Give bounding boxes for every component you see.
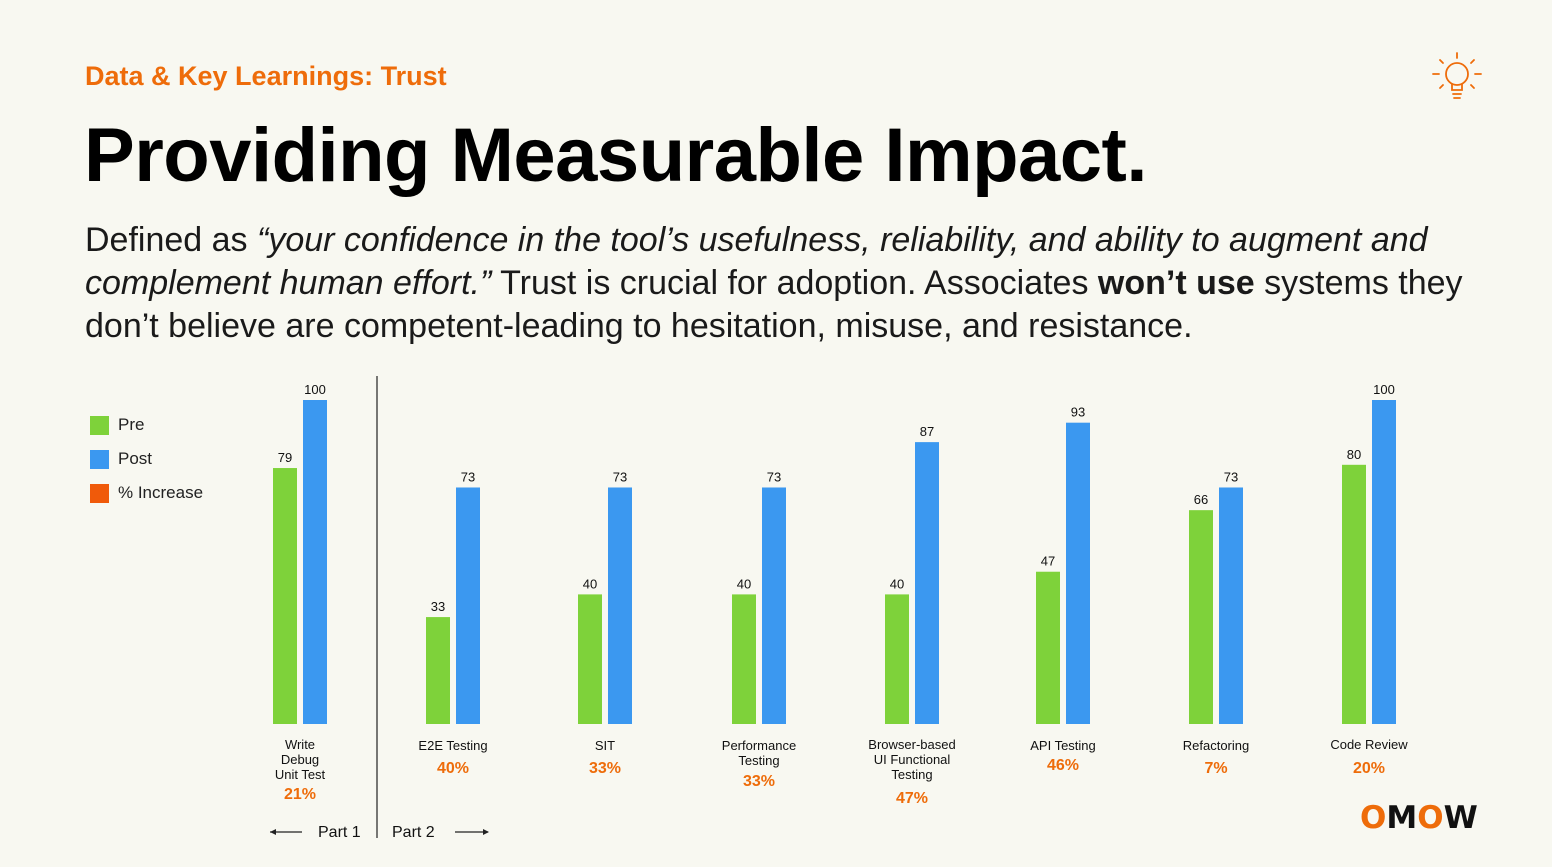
lightbulb-icon <box>1432 52 1482 99</box>
value-label-pre-7: 80 <box>1347 447 1361 462</box>
increase-label-7: 20% <box>1352 760 1386 777</box>
body-quote: “your confidence in the tool’s usefulnes… <box>85 221 1428 302</box>
section-kicker: Data & Key Learnings: Trust <box>85 61 447 91</box>
category-label-7: Code Review <box>1330 737 1408 752</box>
category-label-4: Browser-based UI Functional Testing <box>868 737 956 782</box>
part1-arrowhead <box>270 829 276 835</box>
body-text-2: Trust is crucial for adoption. Associate… <box>491 264 1098 302</box>
value-label-post-6: 73 <box>1224 469 1238 484</box>
bar-pre-4 <box>885 594 909 724</box>
category-label-6: Refactoring <box>1182 738 1250 753</box>
chart-legend: Pre Post % Increase <box>90 408 203 510</box>
value-label-post-3: 73 <box>767 469 781 484</box>
increase-label-4: 47% <box>895 790 929 807</box>
value-label-pre-6: 66 <box>1194 492 1208 507</box>
bar-post-4 <box>915 442 939 724</box>
part2-label: Part 2 <box>392 824 435 841</box>
bar-pre-7 <box>1342 464 1366 724</box>
value-label-pre-5: 47 <box>1041 554 1055 569</box>
bar-pre-3 <box>732 594 756 724</box>
legend-label-increase: % Increase <box>118 483 204 502</box>
bar-post-5 <box>1066 422 1090 724</box>
increase-label-0: 21% <box>283 786 317 803</box>
value-label-post-7: 100 <box>1373 382 1395 397</box>
definition-paragraph: Defined as “your confidence in the tool’… <box>85 219 1515 348</box>
bar-post-6 <box>1219 487 1243 724</box>
increase-label-6: 7% <box>1204 760 1228 777</box>
category-label-3: Performance Testing <box>721 738 797 768</box>
bar-pre-2 <box>578 594 602 724</box>
legend-swatch-post <box>90 449 109 469</box>
bar-post-0 <box>303 400 327 724</box>
page-title: Providing Measurable Impact. <box>84 113 1147 198</box>
body-text-3: systems they don’t believe are competent… <box>85 264 1463 345</box>
category-label-1: E2E Testing <box>418 738 488 753</box>
legend-swatch-increase <box>90 483 109 503</box>
value-label-pre-2: 40 <box>583 576 597 591</box>
bar-post-7 <box>1372 400 1396 724</box>
value-label-pre-4: 40 <box>890 576 904 591</box>
value-label-pre-0: 79 <box>278 450 292 465</box>
increase-label-1: 40% <box>436 760 470 777</box>
value-label-pre-3: 40 <box>737 576 751 591</box>
value-label-post-4: 87 <box>920 424 934 439</box>
legend-item-pre: Pre <box>90 408 203 442</box>
bar-post-2 <box>608 487 632 724</box>
value-label-post-0: 100 <box>304 382 326 397</box>
value-label-post-1: 73 <box>461 469 475 484</box>
increase-label-2: 33% <box>588 760 622 777</box>
body-emphasis: won’t use <box>1097 264 1255 302</box>
part2-arrowhead <box>483 829 489 835</box>
category-label-2: SIT <box>594 738 616 753</box>
bar-pre-0 <box>273 468 297 724</box>
bar-pre-5 <box>1036 571 1060 724</box>
value-label-post-2: 73 <box>613 469 627 484</box>
legend-label-pre: Pre <box>118 415 145 434</box>
bar-pre-1 <box>426 617 450 724</box>
legend-label-post: Post <box>118 449 153 468</box>
category-label-0: Write Debug Unit Test <box>274 737 326 782</box>
value-label-pre-1: 33 <box>431 599 445 614</box>
bar-post-1 <box>456 487 480 724</box>
legend-swatch-pre <box>90 415 109 435</box>
bar-post-3 <box>762 487 786 724</box>
legend-item-post: Post <box>90 442 203 476</box>
omow-logo: OMOW <box>1360 800 1478 836</box>
body-text-1: Defined as <box>85 221 257 259</box>
part1-label: Part 1 <box>318 824 361 841</box>
increase-label-5: 46% <box>1046 757 1080 774</box>
bar-pre-6 <box>1189 510 1213 724</box>
value-label-post-5: 93 <box>1071 405 1085 420</box>
legend-item-increase: % Increase <box>90 476 203 510</box>
increase-label-3: 33% <box>742 773 776 790</box>
category-label-5: API Testing <box>1030 738 1096 753</box>
